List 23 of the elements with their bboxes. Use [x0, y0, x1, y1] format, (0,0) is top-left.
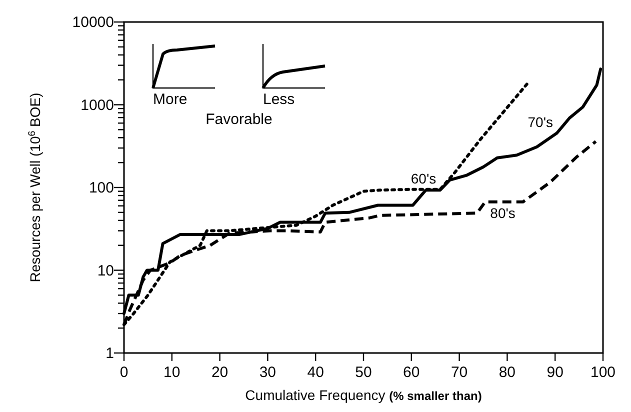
- x-tick-label: 40: [307, 364, 324, 381]
- x-tick-label: 0: [120, 364, 128, 381]
- y-tick-label: 1000: [80, 96, 114, 114]
- series-label: 70's: [528, 114, 554, 130]
- x-tick-label: 20: [211, 364, 228, 381]
- y-tick-label: 100: [88, 180, 114, 196]
- y-tick-label: 10000: [72, 14, 114, 31]
- series-label: 80's: [490, 204, 516, 221]
- x-tick-label: 90: [546, 364, 564, 381]
- x-tick-label: 60: [403, 364, 420, 381]
- x-tick-label: 100: [590, 364, 616, 381]
- y-tick-label: 1: [106, 345, 114, 362]
- x-tick-label: 70: [450, 364, 468, 381]
- x-tick-label: 30: [259, 364, 276, 381]
- x-tick-label: 50: [355, 364, 372, 381]
- annotation: More: [153, 91, 188, 108]
- x-tick-label: 80: [498, 364, 516, 381]
- x-tick-label: 10: [164, 364, 180, 381]
- y-tick-label: 10: [97, 262, 114, 280]
- series-label: 60's: [410, 170, 436, 186]
- annotation: Favorable: [206, 111, 272, 128]
- annotation: Less: [263, 91, 295, 108]
- x-axis-title: Cumulative Frequency (% smaller than): [245, 387, 482, 403]
